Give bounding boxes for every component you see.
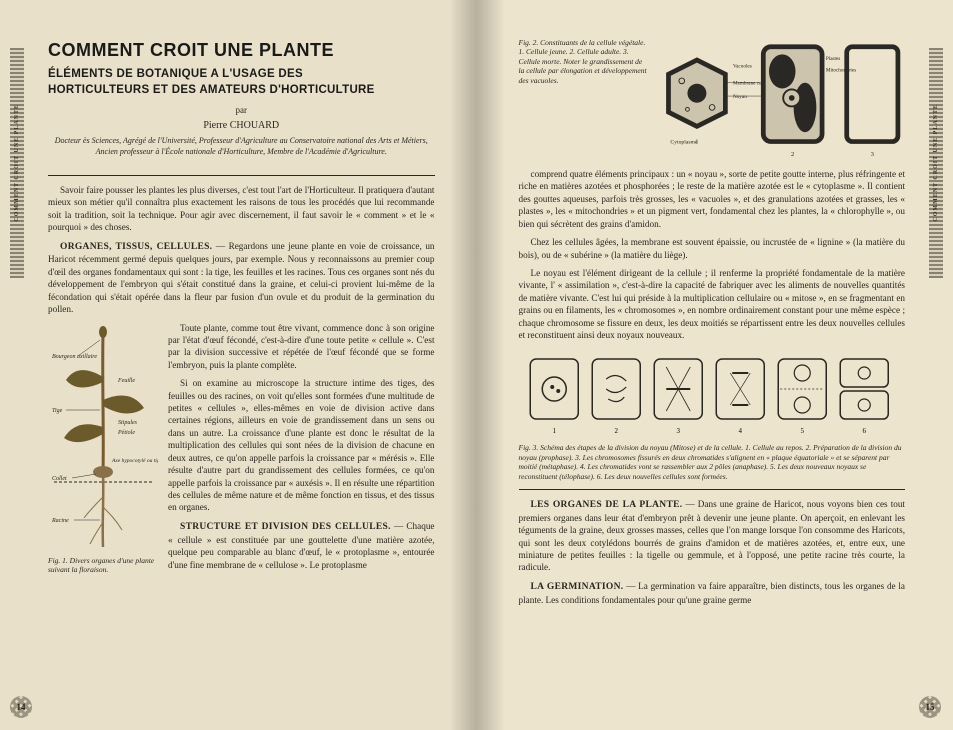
figure-2-caption: Fig. 2. Constituants de la cellule végét… <box>519 38 649 85</box>
figure-1: Bourgeon axillaire Tige Feuille Stipules… <box>48 322 158 577</box>
svg-text:3: 3 <box>676 427 680 435</box>
section-organs: LES ORGANES DE LA PLANTE. — Dans une gra… <box>519 498 906 574</box>
svg-text:Collet: Collet <box>52 476 67 482</box>
figure-3-svg: 1 2 3 4 <box>519 351 906 439</box>
section-1-heading: ORGANES, TISSUS, CELLULES. <box>60 242 212 252</box>
figure-1-svg: Bourgeon axillaire Tige Feuille Stipules… <box>48 322 158 552</box>
section-2-p1: STRUCTURE ET DIVISION DES CELLULES. — Ch… <box>168 520 435 571</box>
article-subtitle-2: HORTICULTEURS ET DES AMATEURS D'HORTICUL… <box>48 82 435 98</box>
article-subtitle-1: ÉLÉMENTS DE BOTANIQUE A L'USAGE DES <box>48 66 435 82</box>
mitosis-stage-4: 4 <box>716 359 764 435</box>
section-1-p2: Toute plante, comme tout être vivant, co… <box>168 322 435 372</box>
section-1-p3: Si on examine au microscope la structure… <box>168 377 435 514</box>
divider-rule <box>48 175 435 176</box>
mitosis-stage-2: 2 <box>592 359 640 435</box>
right-p2: Chez les cellules âgées, la membrane est… <box>519 236 906 261</box>
svg-text:Bourgeon axillaire: Bourgeon axillaire <box>52 354 97 360</box>
section-1-p1: ORGANES, TISSUS, CELLULES. — Regardons u… <box>48 240 435 316</box>
article-title: COMMENT CROIT UNE PLANTE <box>48 38 435 62</box>
svg-text:Feuille: Feuille <box>117 378 135 384</box>
svg-text:Axe hypocotylé ou tigelle: Axe hypocotylé ou tigelle <box>111 458 158 464</box>
edge-tab-text: COMMENT CROIT UNE PLANTE <box>932 104 940 222</box>
divider-rule <box>519 489 906 490</box>
svg-text:Racine: Racine <box>51 518 69 524</box>
book-spread: COMMENT CROIT UNE PLANTE COMMENT CROIT U… <box>0 0 953 730</box>
mitosis-stage-6: 6 <box>840 359 888 435</box>
right-page: COMMENT CROIT UNE PLANTE Fig. 2. Constit… <box>477 0 953 730</box>
svg-text:Plastes: Plastes <box>825 56 839 62</box>
section-organs-text: Dans une graine de Haricot, nous voyons … <box>519 499 906 573</box>
section-germination: LA GERMINATION. — La germination va fair… <box>519 580 906 606</box>
section-organs-heading: LES ORGANES DE LA PLANTE. <box>531 500 683 510</box>
page-number-right: 15 <box>919 696 941 718</box>
spine-shadow <box>449 0 477 730</box>
left-page: COMMENT CROIT UNE PLANTE COMMENT CROIT U… <box>0 0 477 730</box>
svg-text:5: 5 <box>800 427 804 435</box>
figure-2-svg: 1 Cytoplasme Vacuoles Membrane cellulosi… <box>659 38 906 156</box>
figure-3: 1 2 3 4 <box>519 351 906 481</box>
mitosis-stage-5: 5 <box>778 359 826 435</box>
edge-tab-right: COMMENT CROIT UNE PLANTE <box>929 48 943 278</box>
mitosis-stage-3: 3 <box>654 359 702 435</box>
edge-tab-text: COMMENT CROIT UNE PLANTE <box>13 104 21 222</box>
byline: par <box>48 104 435 116</box>
svg-text:2: 2 <box>614 427 618 435</box>
svg-text:Tige: Tige <box>52 408 63 414</box>
svg-text:Noyau: Noyau <box>732 94 746 100</box>
edge-tab-left: COMMENT CROIT UNE PLANTE <box>10 48 24 278</box>
svg-text:3: 3 <box>870 151 874 156</box>
svg-text:4: 4 <box>738 427 742 435</box>
author-name: Pierre CHOUARD <box>48 119 435 133</box>
section-2-heading: STRUCTURE ET DIVISION DES CELLULES. <box>180 522 391 532</box>
svg-text:Cytoplasme: Cytoplasme <box>670 139 698 145</box>
svg-text:Stipules: Stipules <box>118 420 138 426</box>
mitosis-stage-1: 1 <box>530 359 578 435</box>
author-credentials: Docteur ès Sciences, Agrégé de l'Univers… <box>48 136 435 157</box>
fig1-text-wrap: Bourgeon axillaire Tige Feuille Stipules… <box>48 322 435 577</box>
spine-shadow <box>477 0 505 730</box>
section-germination-heading: LA GERMINATION. <box>531 582 624 592</box>
wrapped-text-column: Toute plante, comme tout être vivant, co… <box>168 322 435 577</box>
figure-1-caption: Fig. 1. Divers organes d'une plante suiv… <box>48 556 158 575</box>
svg-text:Mitochondries: Mitochondries <box>825 67 855 73</box>
intro-paragraph: Savoir faire pousser les plantes les plu… <box>48 184 435 234</box>
svg-text:Pétiole: Pétiole <box>117 430 135 436</box>
svg-text:6: 6 <box>862 427 866 435</box>
page-number-left: 14 <box>10 696 32 718</box>
figure-2: Fig. 2. Constituants de la cellule végét… <box>519 38 906 156</box>
right-p3: Le noyau est l'élément dirigeant de la c… <box>519 267 906 342</box>
figure-3-caption: Fig. 3. Schéma des étapes de la division… <box>519 443 906 481</box>
right-p1: comprend quatre éléments principaux : un… <box>519 168 906 230</box>
svg-text:1: 1 <box>552 427 556 435</box>
svg-text:Vacuoles: Vacuoles <box>732 64 751 70</box>
svg-text:2: 2 <box>791 151 794 156</box>
